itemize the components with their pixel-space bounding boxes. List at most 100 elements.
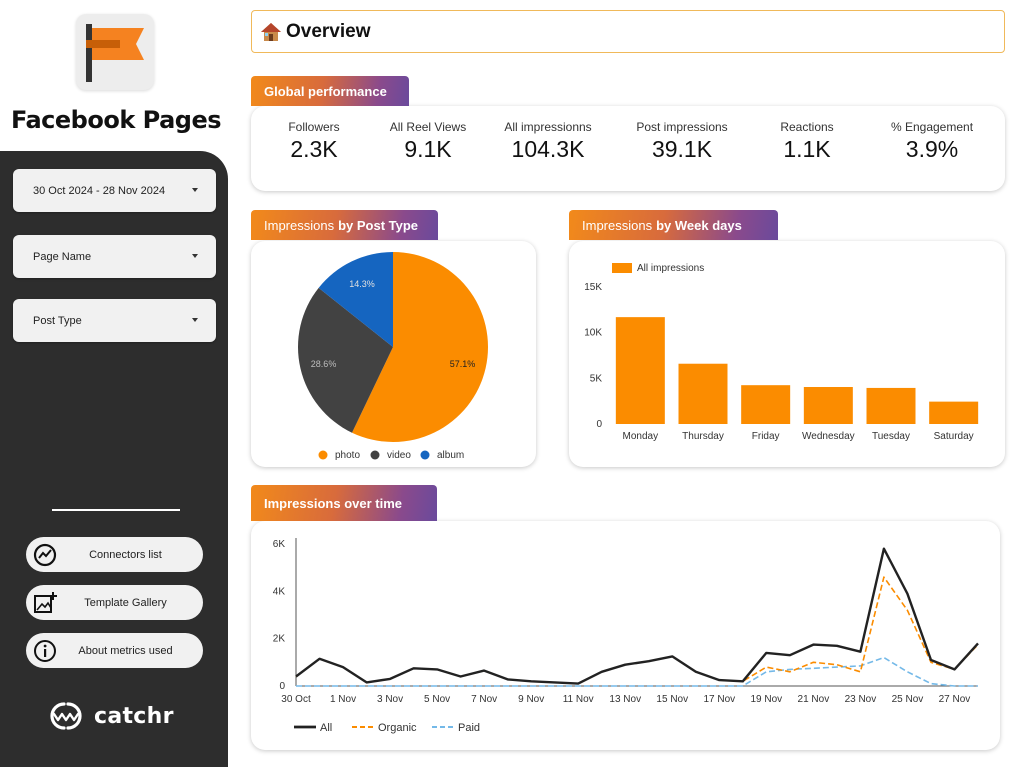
weekday-title-bold: by Week days bbox=[656, 217, 742, 233]
kpi-value: 9.1K bbox=[404, 136, 452, 162]
pie-label-video: 28.6% bbox=[311, 359, 337, 369]
x-tick-label: 5 Nov bbox=[424, 694, 450, 705]
legend-label-photo: photo bbox=[335, 450, 360, 461]
brand-name: catchr bbox=[94, 703, 174, 729]
x-tick-label: Friday bbox=[752, 431, 780, 442]
x-tick-label: 13 Nov bbox=[609, 694, 641, 705]
legend-label-organic: Organic bbox=[378, 722, 417, 734]
pie-label-photo: 57.1% bbox=[450, 359, 476, 369]
post-type-label: Post Type bbox=[33, 314, 82, 327]
pie-slice-photo bbox=[352, 252, 488, 442]
kpi-value: 1.1K bbox=[783, 136, 831, 162]
app-title: Facebook Pages bbox=[10, 106, 222, 134]
template-gallery-button[interactable]: Template Gallery bbox=[26, 585, 203, 620]
bar-saturday bbox=[929, 401, 979, 424]
kpi-label: Post impressions bbox=[636, 120, 728, 134]
y-tick-label: 2K bbox=[273, 634, 286, 645]
kpi-value: 104.3K bbox=[511, 136, 585, 162]
y-tick-label: 10K bbox=[584, 328, 602, 339]
bar-friday bbox=[741, 385, 791, 424]
chevron-down-icon bbox=[192, 188, 198, 192]
kpi-label: All impressionns bbox=[504, 120, 592, 134]
post-type-filter[interactable]: Post Type bbox=[13, 299, 216, 342]
pie-slice-video bbox=[298, 287, 393, 433]
post-type-title-bold: by Post Type bbox=[338, 217, 419, 233]
x-tick-label: 27 Nov bbox=[939, 694, 971, 705]
pie-label-album: 14.3% bbox=[349, 279, 375, 289]
x-tick-label: 11 Nov bbox=[563, 694, 594, 705]
y-tick-label: 5K bbox=[590, 373, 603, 384]
kpi-value: 3.9% bbox=[905, 136, 959, 162]
kpi-value: 2.3K bbox=[290, 136, 338, 162]
bar-thursday bbox=[678, 363, 728, 424]
x-tick-label: 3 Nov bbox=[377, 694, 403, 705]
date-range-value: 30 Oct 2024 - 28 Nov 2024 bbox=[33, 184, 166, 197]
x-tick-label: 1 Nov bbox=[330, 694, 356, 705]
x-tick-label: 30 Oct bbox=[281, 694, 311, 705]
series-line-all bbox=[295, 547, 979, 685]
series-line-organic bbox=[295, 576, 979, 685]
global-performance-tab: Global performance bbox=[251, 76, 409, 106]
kpi-3: Post impressions 39.1K bbox=[617, 120, 747, 163]
kpi-label: Followers bbox=[288, 120, 340, 134]
catchr-icon bbox=[50, 702, 82, 730]
x-tick-label: Saturday bbox=[934, 431, 974, 442]
x-tick-label: 9 Nov bbox=[518, 694, 544, 705]
flag-icon bbox=[86, 24, 144, 82]
over-time-card bbox=[251, 521, 1000, 750]
page-name-label: Page Name bbox=[33, 250, 92, 263]
global-performance-card bbox=[251, 106, 1005, 191]
kpi-label: % Engagement bbox=[890, 120, 974, 134]
legend-label: All impressions bbox=[637, 263, 704, 274]
weekday-bar-chart: All impressions 0 5K 10K 15K Monday Thursday Fr… bbox=[584, 263, 979, 442]
x-tick-label: 21 Nov bbox=[798, 694, 830, 705]
overview-header: Overview bbox=[251, 10, 1005, 53]
y-tick-label: 0 bbox=[596, 419, 602, 430]
series-line-paid bbox=[296, 656, 978, 687]
page-title: Overview bbox=[286, 20, 371, 42]
y-tick-label: 4K bbox=[273, 586, 286, 597]
x-tick-label: Monday bbox=[623, 431, 659, 442]
x-tick-label: Thursday bbox=[682, 431, 724, 442]
catchr-logo: catchr bbox=[44, 700, 184, 732]
x-tick-label: 7 Nov bbox=[471, 694, 497, 705]
kpi-5: % Engagement 3.9% bbox=[867, 120, 997, 163]
about-metrics-label: About metrics used bbox=[78, 644, 173, 657]
y-tick-label: 15K bbox=[584, 282, 602, 293]
post-type-title-prefix: Impressions bbox=[264, 217, 335, 233]
bar-monday bbox=[615, 317, 665, 424]
app-logo bbox=[76, 14, 154, 90]
legend-dot-video bbox=[370, 450, 380, 460]
x-tick-label: 17 Nov bbox=[703, 694, 735, 705]
template-gallery-label: Template Gallery bbox=[84, 596, 167, 609]
chevron-down-icon bbox=[192, 318, 198, 322]
kpi-0: Followers 2.3K bbox=[249, 120, 379, 163]
sidebar: 30 Oct 2024 - 28 Nov 2024 Page Name Post… bbox=[0, 151, 228, 767]
sidebar-divider bbox=[52, 509, 180, 511]
legend-label-video: video bbox=[387, 450, 411, 461]
y-tick-label: 6K bbox=[273, 539, 286, 550]
chart-circle-icon bbox=[33, 543, 57, 567]
date-range-filter[interactable]: 30 Oct 2024 - 28 Nov 2024 bbox=[13, 169, 216, 212]
bar-tuesday bbox=[866, 387, 916, 424]
post-type-tab: Impressions by Post Type bbox=[251, 210, 438, 240]
about-metrics-button[interactable]: About metrics used bbox=[26, 633, 203, 668]
over-time-tab: Impressions over time bbox=[251, 485, 437, 521]
x-tick-label: Tuesday bbox=[872, 431, 910, 442]
legend-swatch bbox=[612, 263, 632, 273]
over-time-line-chart: 0 2K 4K 6K 30 Oct 1 Nov 3 Nov 5 Nov 7 Nov 9 Nov 11… bbox=[273, 538, 979, 734]
bar-wednesday bbox=[803, 387, 853, 424]
weekday-tab: Impressions by Week days bbox=[569, 210, 778, 240]
chevron-down-icon bbox=[192, 254, 198, 258]
add-image-icon bbox=[34, 592, 57, 613]
house-icon bbox=[261, 22, 281, 41]
kpi-label: All Reel Views bbox=[389, 120, 467, 134]
x-tick-label: Wednesday bbox=[802, 431, 855, 442]
legend-dot-album bbox=[420, 450, 430, 460]
legend-label-album: album bbox=[437, 450, 464, 461]
page-name-filter[interactable]: Page Name bbox=[13, 235, 216, 278]
kpi-label: Reactions bbox=[780, 120, 834, 134]
connectors-list-button[interactable]: Connectors list bbox=[26, 537, 203, 572]
info-icon bbox=[34, 640, 56, 662]
pie-slice-album bbox=[318, 252, 393, 347]
